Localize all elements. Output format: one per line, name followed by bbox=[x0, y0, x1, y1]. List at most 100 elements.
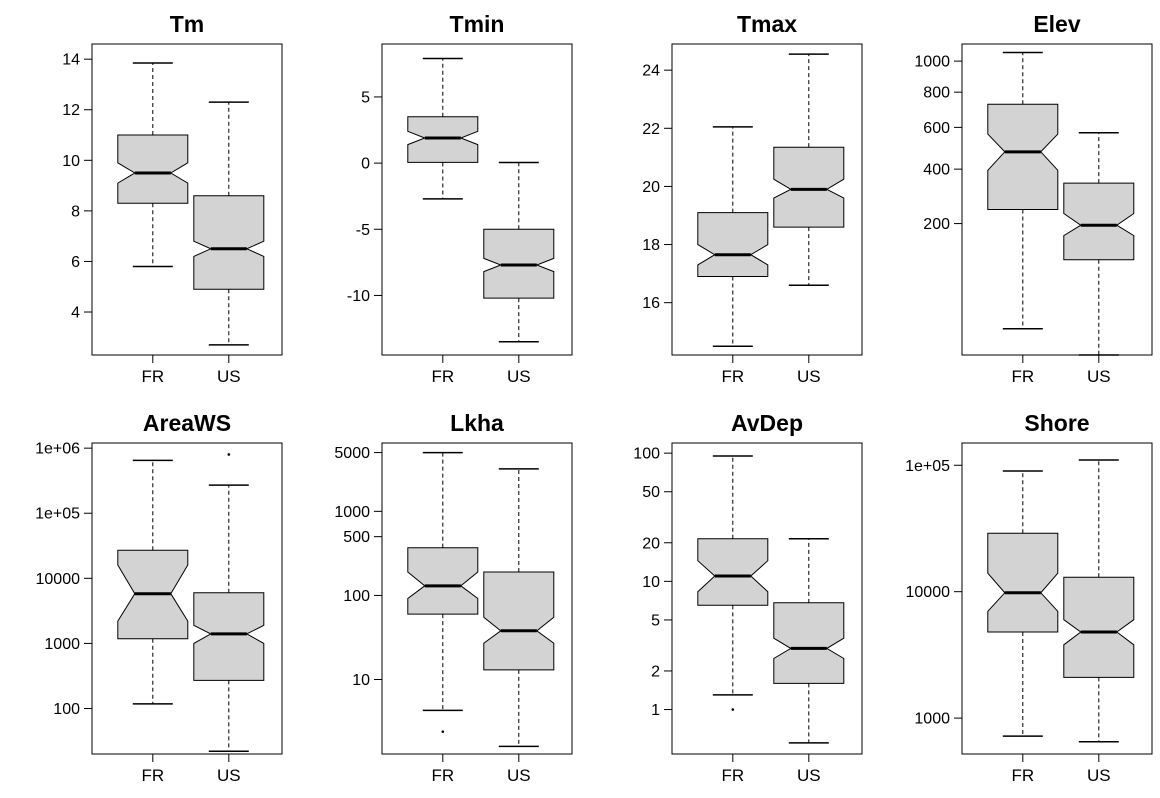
y-tick-label: 400 bbox=[923, 162, 950, 179]
box-us bbox=[193, 101, 265, 346]
chart-panel-tm: Tm 4 6 8 10 12 14 FR US bbox=[0, 0, 290, 399]
box-us bbox=[483, 468, 555, 748]
y-tick-label: 0 bbox=[361, 156, 370, 173]
y-tick-label: 10 bbox=[62, 153, 80, 170]
y-tick-label: 1e+06 bbox=[35, 441, 80, 458]
x-tick-label: US bbox=[797, 766, 821, 785]
x-tick-label: FR bbox=[721, 367, 744, 386]
y-tick-label: 1000 bbox=[44, 636, 80, 653]
box-body bbox=[483, 571, 555, 671]
chart-svg: Elev 200 400 600 800 1000 FR US bbox=[914, 11, 1153, 386]
box-us bbox=[1063, 459, 1135, 743]
chart-svg: Tmax 16 18 20 22 24 FR US bbox=[642, 11, 863, 386]
chart-title: AvDep bbox=[731, 410, 803, 436]
x-tick-label: US bbox=[217, 766, 241, 785]
chart-svg: AvDep 1 2 5 10 20 50 100 FR US bbox=[633, 410, 863, 785]
x-tick-label: FR bbox=[141, 766, 164, 785]
chart-title: Elev bbox=[1033, 11, 1081, 37]
box-body bbox=[193, 592, 265, 681]
box-us bbox=[773, 537, 845, 744]
y-tick-label: 6 bbox=[71, 254, 80, 271]
box-body bbox=[193, 195, 265, 290]
plot-frame bbox=[381, 442, 573, 755]
chart-title: Lkha bbox=[450, 410, 504, 436]
y-tick-label: 20 bbox=[642, 535, 660, 552]
y-tick-label: 18 bbox=[642, 237, 660, 254]
y-tick-label: 16 bbox=[642, 295, 660, 312]
x-tick-label: US bbox=[797, 367, 821, 386]
box-fr bbox=[697, 126, 769, 348]
box-body bbox=[773, 602, 845, 684]
plot-frame bbox=[91, 43, 283, 356]
y-tick-label: 8 bbox=[71, 203, 80, 220]
y-tick-label: 20 bbox=[642, 179, 660, 196]
box-us bbox=[1063, 131, 1135, 356]
y-tick-label: 4 bbox=[71, 305, 80, 322]
y-tick-label: 1000 bbox=[334, 504, 370, 521]
chart-panel-elev: Elev 200 400 600 800 1000 FR US bbox=[870, 0, 1160, 399]
y-tick-label: 500 bbox=[343, 529, 370, 546]
y-tick-label: 100 bbox=[343, 588, 370, 605]
box-fr bbox=[407, 451, 479, 733]
y-tick-label: 12 bbox=[62, 102, 80, 119]
outlier-point bbox=[227, 453, 231, 456]
y-tick-label: 50 bbox=[642, 484, 660, 501]
y-tick-label: 22 bbox=[642, 121, 660, 138]
y-tick-label: 24 bbox=[642, 63, 660, 80]
x-tick-label: US bbox=[1087, 766, 1111, 785]
chart-svg: Tm 4 6 8 10 12 14 FR US bbox=[62, 11, 283, 386]
plot-frame bbox=[671, 43, 863, 356]
box-us bbox=[773, 53, 845, 286]
chart-svg: Tmin -10 -5 0 5 FR US bbox=[347, 11, 573, 386]
y-tick-label: 2 bbox=[651, 663, 660, 680]
y-tick-label: 100 bbox=[633, 446, 660, 463]
y-tick-label: 5 bbox=[651, 612, 660, 629]
plot-frame bbox=[671, 442, 863, 755]
x-tick-label: FR bbox=[721, 766, 744, 785]
chart-svg: Shore 1000 10000 1e+05 FR US bbox=[905, 410, 1153, 785]
x-tick-label: FR bbox=[1011, 766, 1034, 785]
box-body bbox=[987, 532, 1059, 633]
y-tick-label: 200 bbox=[923, 216, 950, 233]
outlier-point bbox=[441, 730, 445, 733]
y-tick-label: 1000 bbox=[914, 54, 950, 71]
chart-panel-lkha: Lkha 10 100 500 1000 5000 FR US bbox=[290, 399, 580, 798]
x-tick-label: FR bbox=[1011, 367, 1034, 386]
box-fr bbox=[117, 459, 189, 705]
chart-panel-avdep: AvDep 1 2 5 10 20 50 100 FR US bbox=[580, 399, 870, 798]
box-body bbox=[773, 146, 845, 228]
chart-title: Tmax bbox=[737, 11, 797, 37]
y-tick-label: -10 bbox=[347, 288, 370, 305]
x-tick-label: FR bbox=[431, 367, 454, 386]
box-body bbox=[1063, 182, 1135, 261]
y-tick-label: 600 bbox=[923, 120, 950, 137]
y-tick-label: 100 bbox=[53, 701, 80, 718]
y-tick-label: 14 bbox=[62, 52, 80, 69]
y-tick-label: 1000 bbox=[914, 711, 950, 728]
chart-svg: Lkha 10 100 500 1000 5000 FR US bbox=[334, 410, 573, 785]
chart-panel-areaws: AreaWS 100 1000 10000 1e+05 1e+06 FR US bbox=[0, 399, 290, 798]
chart-title: Tm bbox=[170, 11, 205, 37]
x-tick-label: US bbox=[1087, 367, 1111, 386]
x-tick-label: FR bbox=[431, 766, 454, 785]
y-tick-label: 1e+05 bbox=[905, 458, 950, 475]
box-body bbox=[407, 116, 479, 163]
y-tick-label: 10 bbox=[352, 672, 370, 689]
y-tick-label: -5 bbox=[356, 222, 370, 239]
box-us bbox=[193, 453, 265, 753]
box-body bbox=[1063, 576, 1135, 678]
box-body bbox=[697, 212, 769, 277]
plot-frame bbox=[91, 442, 283, 755]
plot-frame bbox=[961, 442, 1153, 755]
y-tick-label: 1 bbox=[651, 702, 660, 719]
box-body bbox=[987, 103, 1059, 210]
outlier-point bbox=[731, 708, 735, 711]
x-tick-label: US bbox=[217, 367, 241, 386]
box-body bbox=[697, 538, 769, 606]
box-fr bbox=[117, 62, 189, 268]
y-tick-label: 10 bbox=[642, 574, 660, 591]
y-tick-label: 5000 bbox=[334, 445, 370, 462]
box-us bbox=[483, 161, 555, 343]
y-tick-label: 800 bbox=[923, 85, 950, 102]
